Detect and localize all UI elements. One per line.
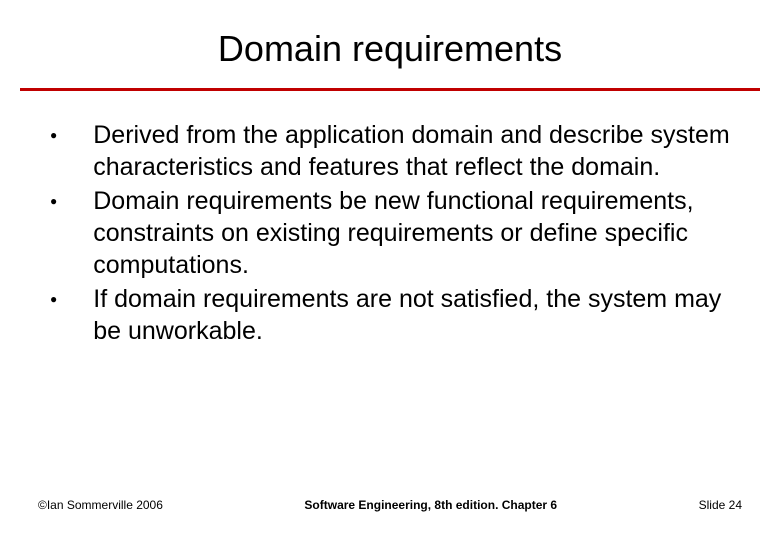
bullet-item: ● Domain requirements be new functional … [50,185,730,281]
bullet-item: ● If domain requirements are not satisfi… [50,283,730,347]
bullet-text: Domain requirements be new functional re… [93,185,730,281]
bullet-text: Derived from the application domain and … [93,119,730,183]
bullet-marker-icon: ● [50,129,57,141]
slide-label: Slide [699,498,729,512]
slide-title: Domain requirements [0,0,780,88]
slide-container: Domain requirements ● Derived from the a… [0,0,780,540]
bullet-list: ● Derived from the application domain an… [50,119,730,347]
slide-content: ● Derived from the application domain an… [0,91,780,498]
footer-copyright: ©Ian Sommerville 2006 [38,498,163,512]
footer-slide-number: Slide 24 [699,498,742,512]
bullet-marker-icon: ● [50,293,57,305]
bullet-text: If domain requirements are not satisfied… [93,283,730,347]
bullet-marker-icon: ● [50,195,57,207]
bullet-item: ● Derived from the application domain an… [50,119,730,183]
slide-num: 24 [729,498,742,512]
footer-book-title: Software Engineering, 8th edition. Chapt… [163,498,699,512]
slide-footer: ©Ian Sommerville 2006 Software Engineeri… [0,498,780,540]
